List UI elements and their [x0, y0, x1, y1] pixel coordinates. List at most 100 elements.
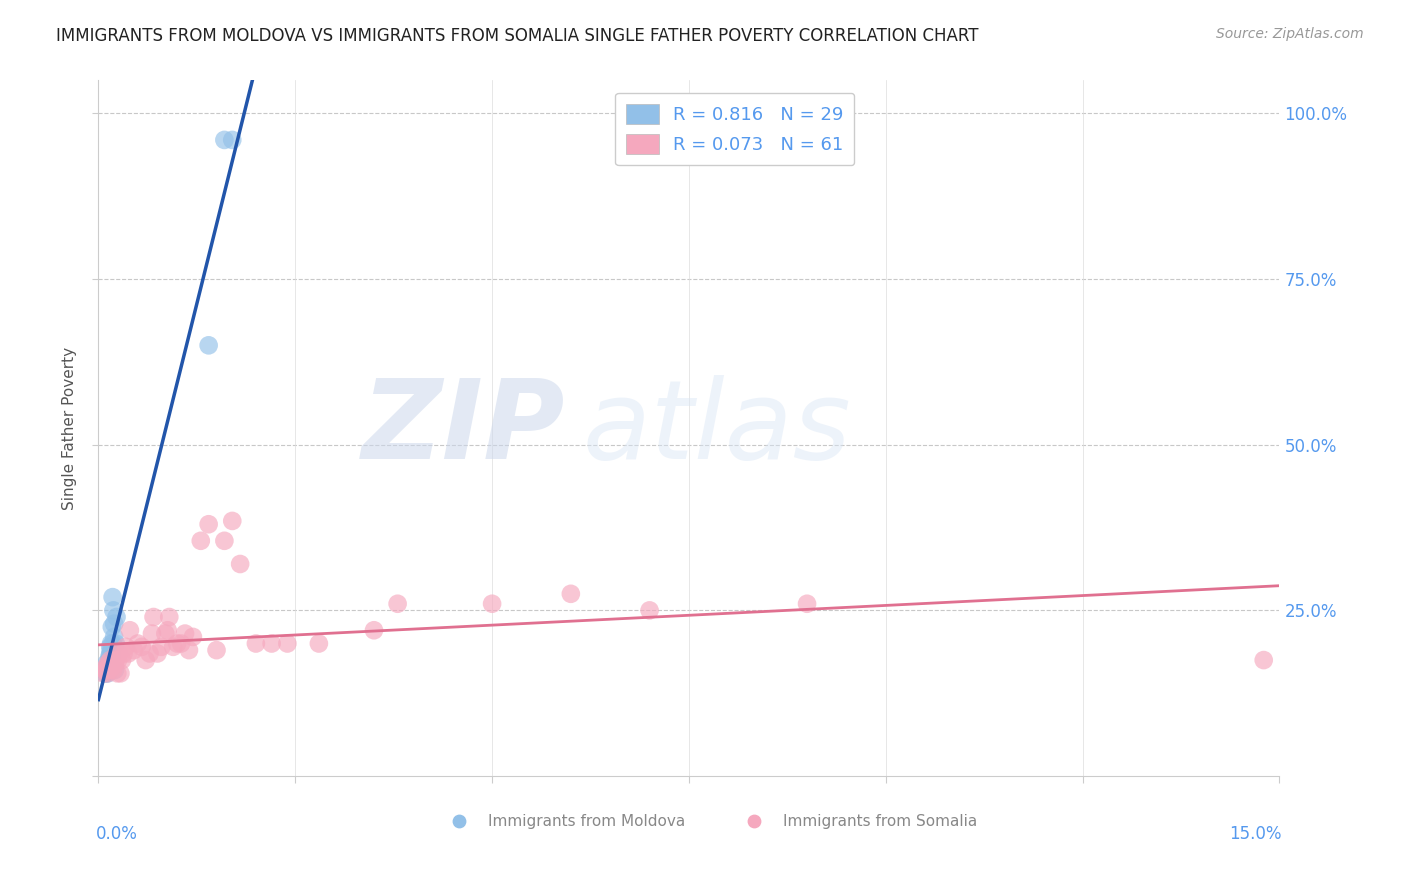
Point [101, 636, 124, 650]
Point [97, 659, 120, 673]
Point [96, 657, 118, 671]
Point [197, 517, 219, 532]
Point [91, 666, 114, 681]
Point [101, 620, 124, 634]
Point [103, 657, 125, 671]
Point [104, 663, 127, 677]
Point [103, 663, 125, 677]
Point [97, 659, 120, 673]
Point [190, 533, 212, 548]
Point [118, 624, 141, 638]
Point [150, 640, 173, 654]
Legend: R = 0.816   N = 29, R = 0.073   N = 61: R = 0.816 N = 29, R = 0.073 N = 61 [616, 93, 855, 165]
Y-axis label: Single Father Poverty: Single Father Poverty [62, 347, 77, 509]
Point [146, 647, 169, 661]
Text: Immigrants from Moldova: Immigrants from Moldova [488, 814, 685, 829]
Point [214, 133, 236, 147]
Point [98, 653, 121, 667]
Point [98, 647, 121, 661]
Point [100, 643, 122, 657]
Point [111, 653, 134, 667]
Point [221, 133, 243, 147]
Point [96, 666, 118, 681]
Point [101, 659, 124, 673]
Point [110, 666, 132, 681]
Point [96, 659, 118, 673]
Point [387, 597, 409, 611]
Point [229, 557, 252, 571]
Point [107, 653, 129, 667]
Point [170, 636, 193, 650]
Point [97, 666, 120, 681]
Point [98, 653, 121, 667]
Point [98, 649, 121, 664]
Point [245, 636, 267, 650]
Point [103, 630, 125, 644]
Point [103, 616, 125, 631]
Point [100, 659, 122, 673]
Point [103, 603, 125, 617]
Point [104, 636, 127, 650]
Point [112, 647, 135, 661]
Point [162, 640, 184, 654]
Point [138, 647, 160, 661]
Point [142, 610, 165, 624]
Point [135, 653, 157, 667]
Point [100, 649, 122, 664]
Point [221, 514, 243, 528]
Point [93, 666, 115, 681]
Point [177, 643, 200, 657]
Point [122, 643, 145, 657]
Point [105, 647, 128, 661]
Point [104, 653, 127, 667]
Point [131, 640, 153, 654]
Text: Source: ZipAtlas.com: Source: ZipAtlas.com [1216, 27, 1364, 41]
Point [638, 603, 661, 617]
Point [156, 624, 179, 638]
Point [97, 659, 120, 673]
Point [96, 666, 118, 681]
Point [97, 657, 120, 671]
Point [174, 626, 197, 640]
Text: 15.0%: 15.0% [1229, 825, 1282, 843]
Text: atlas: atlas [582, 375, 851, 482]
Point [155, 626, 177, 640]
Point [127, 636, 149, 650]
Point [157, 610, 180, 624]
Point [96, 663, 118, 677]
Point [115, 640, 138, 654]
Point [96, 663, 118, 677]
Point [93, 663, 115, 677]
Point [796, 597, 818, 611]
Point [481, 597, 503, 611]
Point [101, 659, 124, 673]
Point [108, 647, 131, 661]
Text: 0.0%: 0.0% [96, 825, 138, 843]
Point [98, 640, 121, 654]
Point [117, 647, 139, 661]
Point [166, 636, 188, 650]
Point [214, 533, 236, 548]
Point [105, 666, 128, 681]
Point [105, 610, 128, 624]
Point [260, 636, 283, 650]
Text: Immigrants from Somalia: Immigrants from Somalia [783, 814, 977, 829]
Text: ZIP: ZIP [361, 375, 565, 482]
Point [363, 624, 385, 638]
Point [205, 643, 228, 657]
Point [1253, 653, 1275, 667]
Point [197, 338, 219, 352]
Text: IMMIGRANTS FROM MOLDOVA VS IMMIGRANTS FROM SOMALIA SINGLE FATHER POVERTY CORRELA: IMMIGRANTS FROM MOLDOVA VS IMMIGRANTS FR… [56, 27, 979, 45]
Point [141, 626, 163, 640]
Point [97, 663, 120, 677]
Point [308, 636, 330, 650]
Point [101, 647, 124, 661]
Point [93, 663, 115, 677]
Point [100, 636, 122, 650]
Point [560, 587, 582, 601]
Point [276, 636, 298, 650]
Point [104, 657, 127, 671]
Point [98, 663, 121, 677]
Point [101, 590, 124, 604]
Point [181, 630, 204, 644]
